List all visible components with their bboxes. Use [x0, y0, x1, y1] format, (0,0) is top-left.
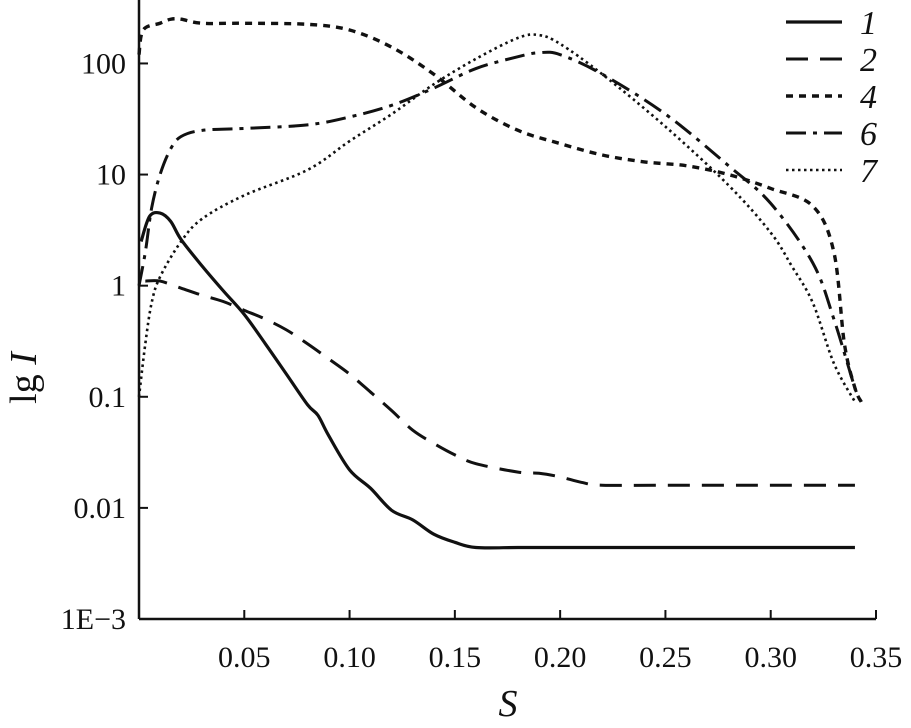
legend-label-1: 1: [860, 5, 877, 42]
y-tick-label: 0.1: [89, 381, 127, 414]
series-line-7: [137, 33, 857, 403]
legend-label-2: 2: [860, 42, 877, 79]
y-tick-label: 10: [96, 159, 126, 192]
y-tick-label: 0.01: [74, 492, 127, 525]
legend-label-6: 6: [860, 116, 877, 153]
x-tick-label: 0.25: [639, 641, 692, 674]
y-tick-label: 1E−3: [61, 603, 126, 636]
y-tick-label: 100: [81, 47, 126, 80]
x-tick-label: 0.10: [323, 641, 376, 674]
legend-label-7: 7: [860, 153, 879, 190]
series-line-2: [145, 279, 855, 487]
x-tick-label: 0.15: [429, 641, 482, 674]
x-tick-label: 0.20: [534, 641, 587, 674]
x-tick-label: 0.05: [218, 641, 271, 674]
x-axis-title: S: [499, 683, 518, 725]
y-axis-title: lg I: [3, 350, 45, 404]
x-tick-label: 0.30: [744, 641, 797, 674]
x-tick-label: 0.35: [850, 641, 903, 674]
series-group: [137, 17, 863, 550]
y-axis-title-prefix: lg: [3, 365, 45, 404]
ticks: 0.05 0.10 0.15 0.20 0.25 0.30 0.35 1E−3 0.01 0.1 1…: [61, 47, 903, 674]
axes: [137, 0, 876, 621]
y-tick-label: 1: [111, 270, 126, 303]
series-line-6: [137, 50, 863, 403]
legend-label-4: 4: [860, 79, 877, 116]
y-axis-title-variable: I: [3, 350, 45, 366]
series-line-1: [139, 210, 855, 550]
